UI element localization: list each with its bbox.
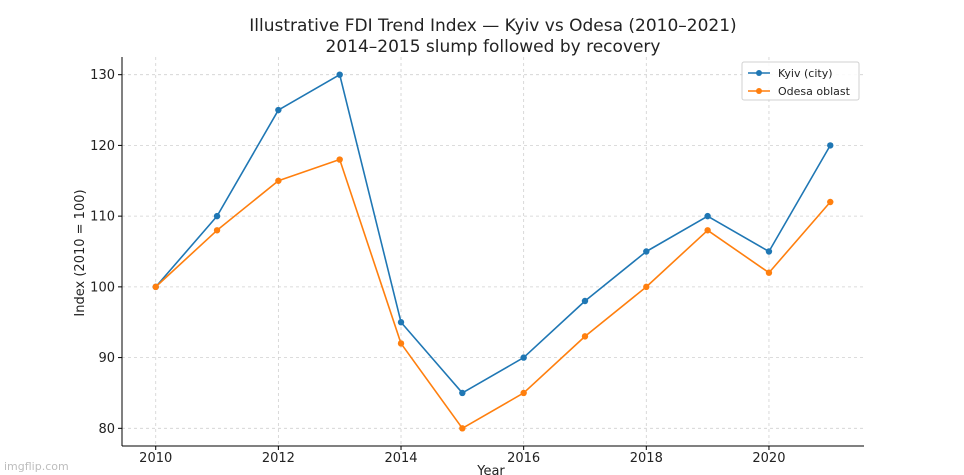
- data-point: [581, 297, 589, 305]
- data-point: [520, 354, 527, 361]
- data-point: [459, 389, 466, 397]
- legend-label: Odesa oblast: [778, 85, 851, 98]
- legend-label: Kyiv (city): [778, 67, 833, 80]
- chart-title: Illustrative FDI Trend Index — Kyiv vs O…: [249, 16, 736, 36]
- x-axis-label: Year: [476, 464, 505, 475]
- data-point: [213, 212, 221, 220]
- data-point: [827, 198, 834, 206]
- data-point: [643, 248, 650, 255]
- data-point: [152, 283, 159, 291]
- chart-subtitle: 2014–2015 slump followed by recovery: [326, 37, 661, 57]
- data-point: [765, 248, 773, 255]
- data-point: [520, 389, 527, 397]
- y-tick-label: 120: [90, 139, 115, 154]
- grid-lines: [122, 57, 864, 446]
- data-point: [704, 227, 711, 234]
- data-point: [336, 156, 343, 163]
- data-point: [459, 425, 466, 432]
- data-point: [581, 333, 589, 340]
- y-tick-label: 90: [98, 351, 115, 366]
- y-tick-label: 130: [90, 68, 115, 83]
- data-point: [336, 71, 343, 78]
- x-tick-label: 2020: [752, 451, 785, 466]
- legend-swatch-marker: [756, 70, 762, 76]
- series-line-1: [155, 158, 831, 430]
- data-point: [643, 283, 650, 291]
- x-tick-label: 2016: [507, 451, 540, 466]
- y-tick-label: 110: [90, 210, 115, 225]
- data-point: [397, 340, 405, 347]
- x-tick-label: 2018: [630, 451, 663, 466]
- data-point: [765, 269, 773, 276]
- y-axis-label: Index (2010 = 100): [73, 189, 88, 316]
- legend: Kyiv (city) Odesa oblast: [741, 61, 860, 101]
- series-layer: [152, 71, 834, 432]
- data-point: [213, 227, 221, 234]
- data-point: [275, 177, 282, 184]
- data-point: [397, 319, 405, 326]
- data-point: [275, 106, 282, 114]
- legend-swatch-marker: [756, 88, 762, 94]
- x-tick-label: 2012: [262, 451, 295, 466]
- legend-box: [741, 61, 860, 101]
- axes: 2010 2012 2014 2016 2018 2020 80 90 100 110 120 130: [90, 57, 864, 466]
- y-tick-label: 100: [90, 280, 115, 295]
- y-tick-label: 80: [98, 422, 115, 437]
- data-point: [704, 212, 711, 220]
- series-line-0: [155, 73, 831, 394]
- x-tick-label: 2010: [139, 451, 172, 466]
- watermark-text: imgflip.com: [4, 460, 69, 473]
- x-tick-label: 2014: [384, 451, 417, 466]
- data-point: [827, 142, 834, 149]
